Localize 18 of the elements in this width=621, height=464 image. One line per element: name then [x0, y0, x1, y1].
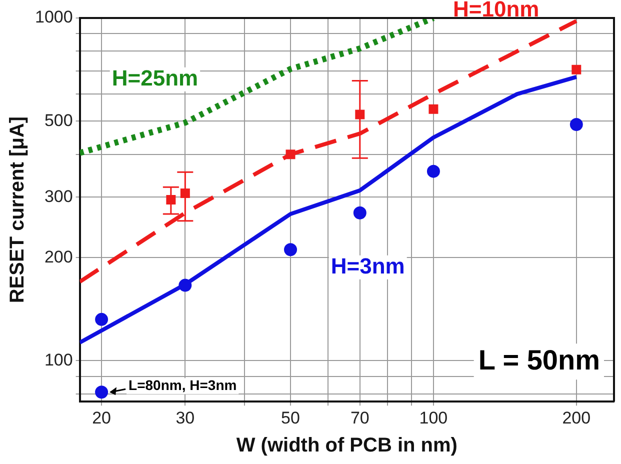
y-tick-label: 100: [44, 350, 73, 370]
y-axis-title: RESET current [μA]: [6, 116, 29, 304]
x-tick-label: 50: [281, 408, 300, 428]
x-tick-label: 70: [350, 408, 370, 428]
series-label: H=10nm: [452, 0, 540, 22]
x-tick-label: 100: [419, 408, 448, 428]
x-tick-label: 200: [562, 408, 591, 428]
y-tick-label: 500: [44, 110, 73, 130]
x-axis-title: W (width of PCB in nm): [236, 434, 458, 457]
x-tick-label: 20: [92, 408, 112, 428]
text: H=3nm: [330, 253, 405, 278]
y-tick-label: 300: [44, 186, 73, 206]
x-tick-label: 30: [176, 408, 195, 428]
y-tick-label: 200: [44, 247, 73, 266]
y-tick-label: 1000: [34, 8, 73, 27]
annotation: L=80nm, H=3nm: [128, 376, 237, 393]
series-label: H=25nm: [112, 65, 198, 90]
annotation: L = 50nm: [478, 344, 600, 376]
